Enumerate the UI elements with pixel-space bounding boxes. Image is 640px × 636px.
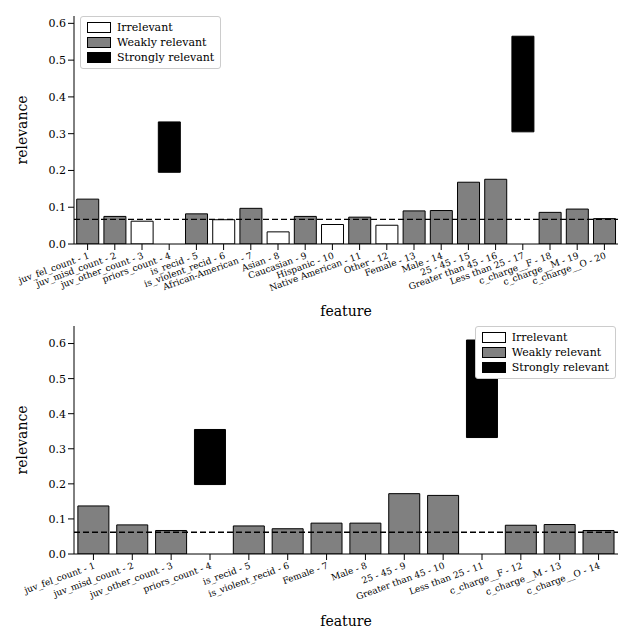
svg-text:c_charge__F - 12: c_charge__F - 12 bbox=[448, 560, 524, 597]
svg-text:priors_count - 4: priors_count - 4 bbox=[101, 250, 173, 285]
svg-text:c_charge__M - 19: c_charge__M - 19 bbox=[501, 250, 581, 288]
svg-text:is_violent_recid - 6: is_violent_recid - 6 bbox=[207, 560, 291, 600]
svg-text:c_charge__F - 18: c_charge__F - 18 bbox=[477, 250, 553, 287]
svg-text:juv_other_count - 3: juv_other_count - 3 bbox=[88, 560, 174, 600]
svg-text:Female - 13: Female - 13 bbox=[363, 250, 417, 279]
svg-text:0.4: 0.4 bbox=[49, 408, 67, 421]
svg-text:Greater than 45 - 10: Greater than 45 - 10 bbox=[354, 560, 446, 602]
svg-text:25 - 45 - 9: 25 - 45 - 9 bbox=[360, 560, 408, 586]
svg-text:0.5: 0.5 bbox=[49, 54, 67, 67]
svg-text:priors_count - 4: priors_count - 4 bbox=[141, 560, 213, 595]
svg-text:0.6: 0.6 bbox=[49, 337, 67, 350]
svg-text:0.2: 0.2 bbox=[49, 478, 67, 491]
svg-text:0.2: 0.2 bbox=[49, 164, 67, 177]
svg-text:juv_fel_count - 1: juv_fel_count - 1 bbox=[23, 560, 97, 596]
svg-text:African-American - 7: African-American - 7 bbox=[161, 250, 254, 292]
svg-text:c_charge__M - 13: c_charge__M - 13 bbox=[484, 560, 563, 598]
html-text:Irrelevant: Irrelevant bbox=[511, 331, 568, 344]
html-text:Weakly relevant: Weakly relevant bbox=[511, 346, 602, 359]
svg-text:c_charge__O - 20: c_charge__O - 20 bbox=[531, 250, 608, 287]
svg-text:is_violent_recid - 6: is_violent_recid - 6 bbox=[142, 250, 227, 290]
svg-text:Hispanic - 10: Hispanic - 10 bbox=[275, 250, 336, 281]
svg-text:Caucasian - 9: Caucasian - 9 bbox=[246, 250, 309, 281]
svg-text:Male - 8: Male - 8 bbox=[329, 560, 369, 583]
svg-text:0.3: 0.3 bbox=[49, 443, 67, 456]
svg-text:juv_misd_count - 2: juv_misd_count - 2 bbox=[52, 560, 136, 599]
svg-text:Native American - 11: Native American - 11 bbox=[267, 250, 363, 293]
svg-text:relevance: relevance bbox=[14, 405, 30, 474]
svg-text:feature: feature bbox=[320, 613, 371, 628]
html-text:Irrelevant: Irrelevant bbox=[117, 21, 173, 34]
svg-text:0.0: 0.0 bbox=[49, 548, 67, 561]
svg-text:juv_fel_count - 1: juv_fel_count - 1 bbox=[17, 250, 91, 286]
svg-text:Other - 12: Other - 12 bbox=[342, 250, 390, 276]
svg-text:juv_other_count - 3: juv_other_count - 3 bbox=[59, 250, 145, 290]
svg-text:0.3: 0.3 bbox=[49, 128, 67, 141]
svg-text:Less than 25 - 11: Less than 25 - 11 bbox=[407, 560, 485, 597]
html-text:Strongly relevant: Strongly relevant bbox=[511, 361, 609, 374]
svg-text:c_charge__O - 14: c_charge__O - 14 bbox=[525, 560, 602, 597]
svg-text:Male - 14: Male - 14 bbox=[400, 250, 445, 275]
svg-text:feature: feature bbox=[320, 303, 371, 318]
svg-text:0.4: 0.4 bbox=[49, 91, 67, 104]
svg-text:0.5: 0.5 bbox=[49, 373, 67, 386]
svg-text:0.1: 0.1 bbox=[49, 201, 67, 214]
svg-text:is_recid - 5: is_recid - 5 bbox=[201, 560, 252, 587]
svg-text:Greater than 45 - 16: Greater than 45 - 16 bbox=[407, 250, 499, 292]
svg-text:0.6: 0.6 bbox=[49, 17, 67, 30]
svg-text:juv_misd_count - 2: juv_misd_count - 2 bbox=[34, 250, 118, 289]
svg-text:25 - 45 - 15: 25 - 45 - 15 bbox=[419, 250, 472, 278]
svg-text:0.0: 0.0 bbox=[49, 238, 67, 251]
html-text:Weakly relevant: Weakly relevant bbox=[117, 36, 207, 49]
svg-text:Asian - 8: Asian - 8 bbox=[240, 250, 281, 274]
svg-text:Less than 25 - 17: Less than 25 - 17 bbox=[448, 250, 526, 287]
svg-text:relevance: relevance bbox=[14, 95, 30, 164]
svg-text:0.1: 0.1 bbox=[49, 513, 67, 526]
svg-text:Female - 7: Female - 7 bbox=[281, 560, 329, 586]
html-text:Strongly relevant: Strongly relevant bbox=[117, 51, 215, 64]
